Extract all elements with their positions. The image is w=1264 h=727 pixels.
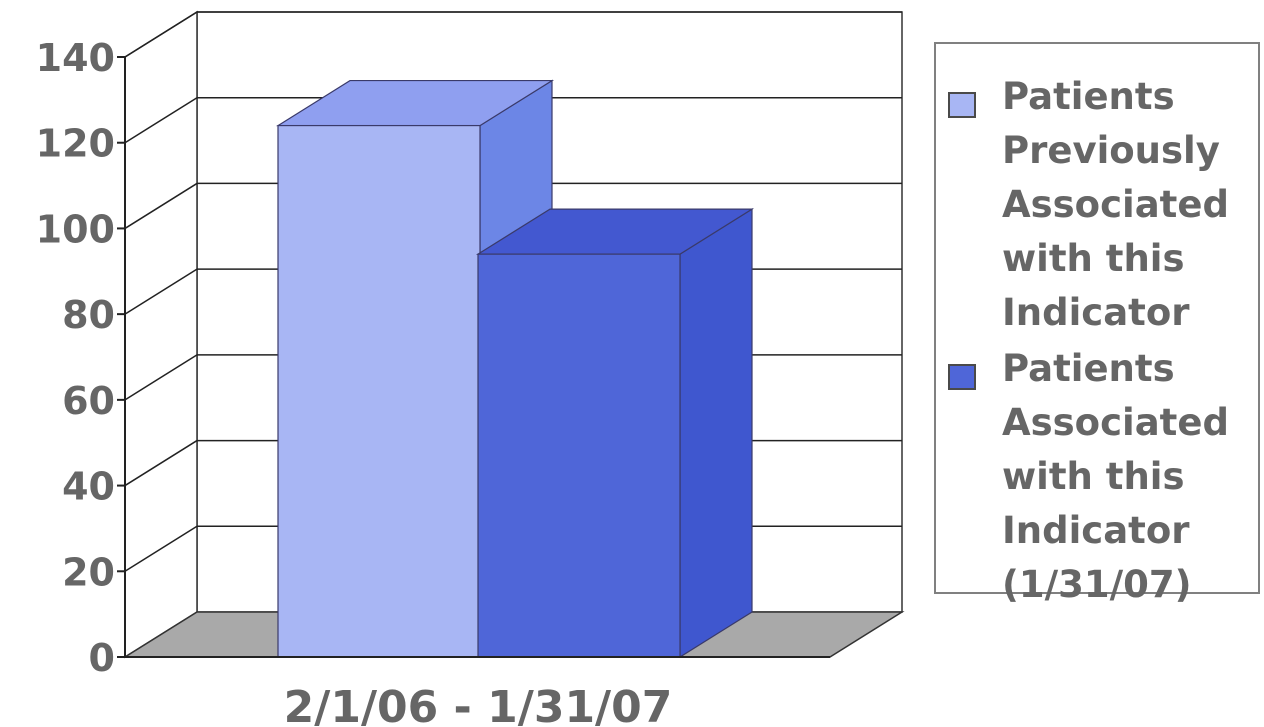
y-tick-label: 80 [62,293,115,337]
x-category-label: 2/1/06 - 1/31/07 [284,682,673,727]
gridline-side [124,354,198,401]
side-wall [124,10,198,659]
y-tick-label: 60 [62,379,115,423]
y-tick-label: 120 [36,122,115,166]
legend: Patients Previously Associated with this… [934,42,1260,606]
chart: 0 20 40 60 80 100 120 140 2/1/06 - 1/31/07 [36,10,905,727]
y-tick-label: 100 [36,207,115,251]
y-tick-label: 0 [89,636,115,680]
legend-label-series-2: Patients Associated with this Indicator … [1002,347,1229,606]
gridline-side [124,525,198,572]
gridline-side [124,439,198,487]
legend-label-series-1: Patients Previously Associated with this… [1002,75,1229,334]
gridline-side [124,182,198,230]
bar-side-face [679,208,753,659]
bar-front-face [477,253,681,658]
y-tick-label: 40 [62,465,115,509]
gridline-side [124,11,198,58]
y-axis [117,56,830,658]
y-tick-label: 140 [36,36,115,80]
gridline-side [124,268,198,315]
y-tick-labels: 0 20 40 60 80 100 120 140 [36,36,115,680]
bar-series-2 [475,208,755,659]
gridline-side [124,97,198,144]
bars [275,79,755,659]
y-tick-label: 20 [62,550,115,594]
legend-swatch-series-1 [948,92,976,118]
bar-front-face [277,124,481,658]
legend-swatch-series-2 [948,364,976,390]
